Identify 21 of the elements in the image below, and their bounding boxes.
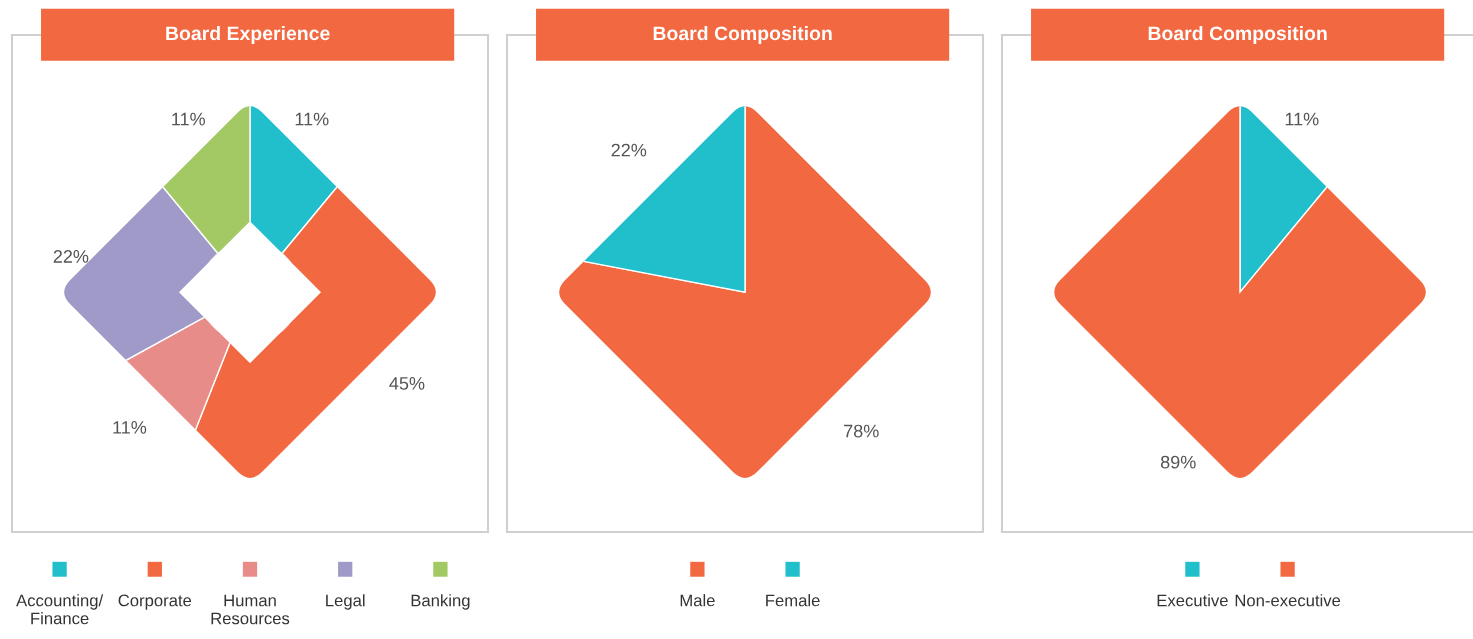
legend-label: Legal	[326, 594, 365, 610]
data-label: 45%	[389, 377, 425, 390]
chart-title: Board Composition	[653, 25, 832, 45]
legend-label: Banking	[411, 594, 470, 610]
data-label: 11%	[172, 112, 205, 126]
legend-label: Female	[766, 594, 820, 607]
legend-label: Human Resources	[211, 594, 290, 625]
data-label: 11%	[295, 112, 329, 126]
data-label: 89%	[1160, 455, 1196, 469]
chart-title: Board Composition	[1148, 25, 1327, 45]
data-label: 22%	[53, 250, 89, 263]
data-label: 22%	[611, 143, 647, 157]
legend-label: Non-executive	[1235, 594, 1341, 607]
data-label: 78%	[844, 424, 879, 438]
chart-title: Board Experience	[166, 25, 330, 45]
data-label: 11%	[113, 421, 147, 434]
legend-label: Corporate	[118, 594, 192, 610]
legend-label: Male	[680, 594, 715, 607]
data-label: 11%	[1285, 112, 1319, 126]
legend-label: Accounting/ Finance	[16, 594, 104, 625]
legend-label: Executive	[1157, 594, 1228, 607]
